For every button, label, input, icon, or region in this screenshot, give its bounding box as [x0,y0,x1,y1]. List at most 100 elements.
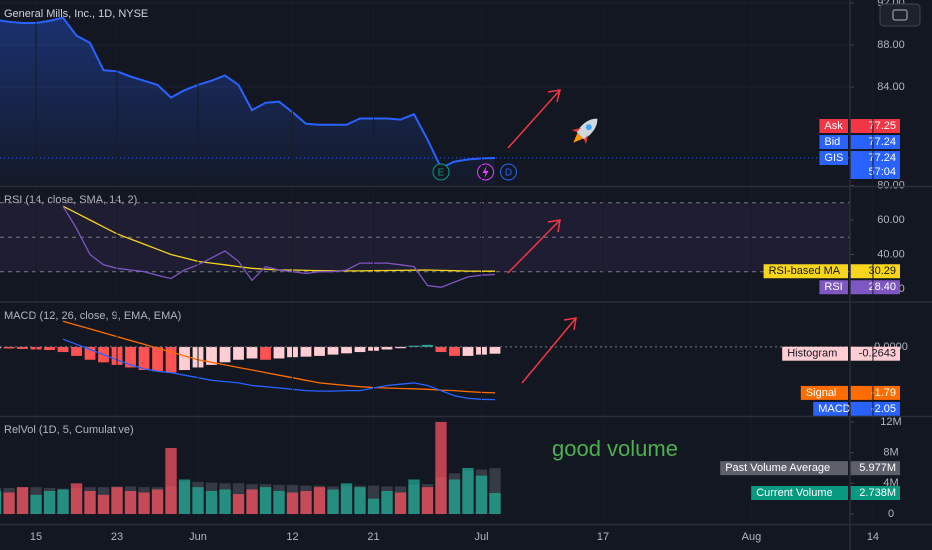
legend-name-box [819,151,848,166]
legend-value-box [850,486,900,501]
volume-bar [111,487,123,515]
histogram-bar [449,346,460,356]
histogram-bar [17,346,28,349]
volume-bar [408,479,420,515]
volume-bar [489,468,501,515]
y-tick-label: 8M [883,447,898,459]
histogram-bar [354,346,366,353]
volume-bar [286,492,299,515]
legend-value: -0.2643 [859,348,896,360]
histogram-bar [219,346,231,363]
volume-bar [0,490,2,515]
histogram-bar [138,346,150,371]
legend-value-box [850,151,900,166]
histogram-bar [152,346,163,372]
legend-value: -1.79 [871,387,896,399]
histogram-bar [71,346,82,356]
legend-name: Past Volume Average [725,462,830,474]
arrows [507,89,577,384]
histogram-bar [314,346,325,356]
y-tick-label: 0 [888,508,894,520]
price-area [0,17,495,185]
y-tick-label: 12M [880,416,901,428]
legend-name-box [800,385,848,400]
volume-bar [178,479,191,515]
indicator-line [62,205,496,288]
indicator-title: MACD (12, 26, close, 9, EMA, EMA) [4,310,181,322]
legend-value: 30.29 [868,265,896,277]
histogram-bar [273,346,285,359]
volume-bar [327,489,339,515]
menu-button[interactable] [879,3,921,27]
y-tick-label: 88.00 [877,39,905,51]
histogram-bar [246,346,258,359]
volume-bar [43,490,56,515]
event-marker [499,163,517,181]
volume-bar [475,475,488,515]
histogram-bar [165,346,177,373]
volume-bar [30,494,42,515]
volume-bar [219,489,231,515]
histogram-bar [489,346,501,354]
volume-bar [246,489,258,515]
volume-bar [165,448,177,515]
countdown: 57:04 [868,166,896,178]
legend-value: -2.05 [871,403,896,415]
volume-bar [70,483,83,515]
volume-bar [489,493,501,515]
histogram-bar [300,346,312,357]
volume-bar [16,487,29,515]
histogram-bar [408,345,420,347]
legend-name-box [819,135,848,150]
legend-name: Ask [824,120,843,132]
legend-name: Current Volume [756,487,832,499]
legend-value: 28.40 [868,281,896,293]
legend-value: 5.977M [859,462,896,474]
y-tick-label: 60.00 [877,214,905,226]
price-line [0,16,496,170]
volume-bar [448,479,461,515]
y-tick-label: 40.00 [877,248,905,260]
histogram-bar [206,346,217,365]
volume-bar [138,492,150,515]
x-tick-label: 14 [867,531,879,543]
indicator-title: RSI (14, close, SMA, 14, 2) [4,194,137,206]
histogram-bar [233,346,244,360]
histogram-bar [125,346,136,368]
histogram-bar [381,346,393,350]
histogram-bar [44,346,55,350]
legend-name: Bid [824,136,840,148]
volume-bar [124,490,137,515]
legend-value: 77.24 [868,152,896,164]
volume-bar [84,490,96,515]
histogram-bar [84,346,96,360]
volume-bar [300,490,312,515]
histogram-bar [435,346,447,353]
legend-name-box [813,401,848,416]
volume-bar [273,490,285,515]
legend-name: RSI-based MA [769,265,841,277]
volume-bar [462,467,474,515]
histogram-bar [422,344,433,347]
x-tick-label: Aug [742,531,762,543]
histogram-bar [462,346,474,356]
volume-bar [435,421,447,515]
x-tick-label: Jun [189,531,207,543]
volume-bar [354,487,366,515]
event-label: E [438,168,445,179]
legend-name-box [720,461,848,476]
legend-name-box [763,264,848,279]
legend-name: Signal [806,387,837,399]
histogram-bar [0,346,1,349]
volume-bar [97,494,110,515]
volume-bar [259,487,272,515]
legend-value-box [850,135,900,150]
volume-bar [313,487,326,515]
split-icon [482,166,489,178]
legend-value-box [850,280,900,295]
legend-value-box [850,401,900,416]
legend-name: Histogram [787,348,837,360]
x-tick-label: 21 [367,531,379,543]
annotation: good volume [552,436,678,461]
